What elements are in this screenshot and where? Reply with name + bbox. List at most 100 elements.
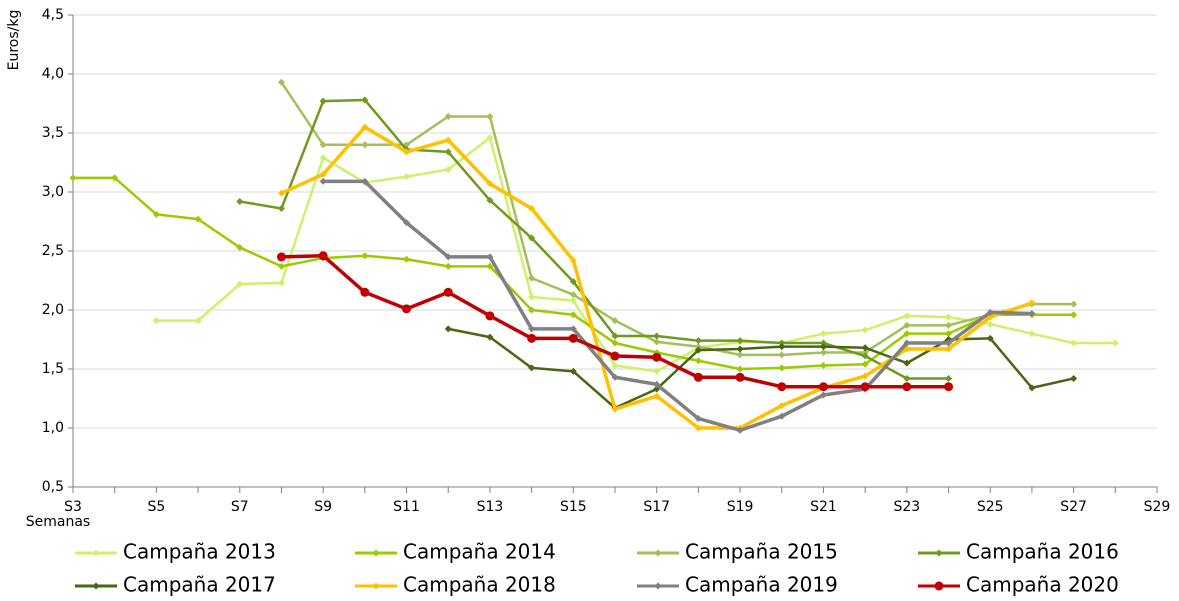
series-marker [611,339,619,347]
series-marker [778,364,786,372]
x-tick-label: S27 [1060,499,1087,515]
series-marker [1070,374,1078,382]
series-marker [568,333,578,343]
series-marker [861,352,869,360]
series-marker [694,337,702,345]
series-marker [736,337,744,345]
y-axis-label: Euros/kg [6,10,22,71]
series-marker [277,262,285,270]
series-marker [319,170,327,178]
x-tick-label: S21 [810,499,837,515]
series-marker [361,177,369,185]
series-marker [486,333,494,341]
x-tick-label: S9 [314,499,332,515]
series-marker [403,148,411,156]
y-tick-label: 4,0 [42,66,64,82]
series-marker [1111,339,1119,347]
y-tick-label: 0,5 [42,479,64,495]
series-marker [361,252,369,260]
series-marker [528,364,536,372]
x-tick-label: S11 [393,499,420,515]
series-marker [152,210,160,218]
series-marker [444,262,452,270]
series-marker [569,256,577,264]
series-marker [444,166,452,174]
legend-label: Campaña 2013 [123,540,276,564]
series-marker [236,280,244,288]
series-marker [778,351,786,359]
series-marker [653,338,661,346]
series-marker [693,372,703,382]
series-marker [443,287,453,297]
series-marker [903,330,911,338]
x-tick-label: S5 [147,499,165,515]
series-line [239,98,949,380]
x-tick-label: S23 [893,499,920,515]
series-marker [652,352,662,362]
x-tick-label: S25 [977,499,1004,515]
series-marker [569,278,577,286]
series-marker [569,325,577,333]
series-marker [778,343,786,351]
series-marker [694,357,702,365]
series-marker [444,136,452,144]
series-marker [319,154,327,162]
series-marker [528,234,536,242]
series-marker [819,391,827,399]
series-marker [945,313,953,321]
legend-label: Campaña 2014 [403,540,556,564]
series-marker [528,293,536,301]
series-marker [486,134,494,142]
series-marker [486,196,494,204]
series-marker [819,330,827,338]
series-marker [403,219,411,227]
series-marker [819,339,827,347]
series-marker [402,304,412,314]
x-axis-label: Semanas [26,514,90,530]
legend-marker [934,581,944,591]
series-marker [569,367,577,375]
series-marker [403,255,411,263]
series-marker [903,312,911,320]
series-marker [861,360,869,368]
series-marker [902,382,912,392]
series-marker [778,402,786,410]
series-line [447,327,1074,410]
series-marker [653,380,661,388]
x-tick-label: S7 [231,499,249,515]
series-marker [528,274,536,282]
legend-marker [935,549,943,557]
x-tick-label: S3 [64,499,82,515]
x-tick-label: S19 [727,499,754,515]
y-tick-label: 3,5 [42,125,64,141]
series-marker [778,339,786,347]
series-marker [194,317,202,325]
series-marker [1028,299,1036,307]
series-marker [736,351,744,359]
series-marker [486,262,494,270]
series-marker [945,321,953,329]
series-marker [194,215,202,223]
series-marker [444,325,452,333]
series-marker [444,253,452,261]
series-marker [318,251,328,261]
legend-label: Campaña 2017 [123,573,276,597]
series-marker [361,141,369,149]
series-marker [736,426,744,434]
series-marker [611,332,619,340]
legend-marker [372,582,380,590]
series-marker [277,78,285,86]
series-marker [360,287,370,297]
series-marker [444,112,452,120]
series-marker [819,361,827,369]
series-marker [277,279,285,287]
legend-label: Campaña 2020 [966,573,1119,597]
series-marker [903,321,911,329]
series-marker [986,320,994,328]
x-tick-label: S29 [1144,499,1171,515]
series-marker [861,344,869,352]
series-marker [777,382,787,392]
series-line [280,81,1074,357]
series-marker [276,252,286,262]
series-marker [486,180,494,188]
